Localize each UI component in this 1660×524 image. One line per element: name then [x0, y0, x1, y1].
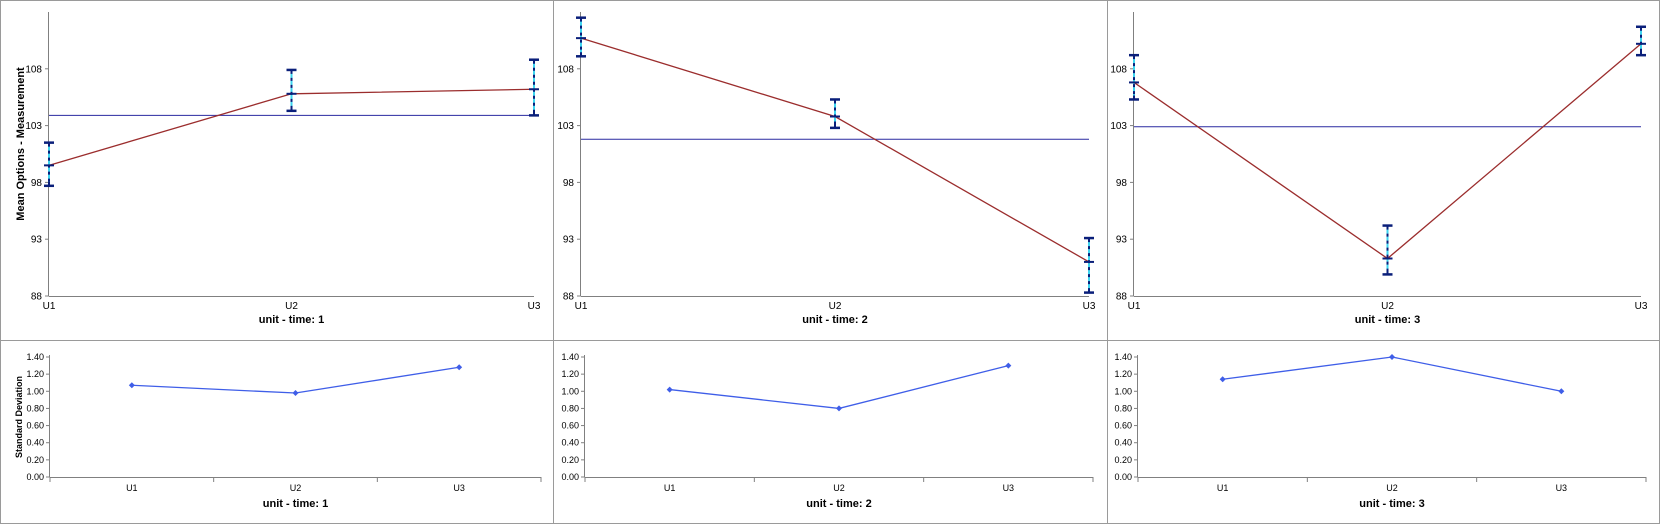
y-tick-label: 0.00 [26, 472, 44, 482]
x-tick-label: U2 [1386, 483, 1398, 493]
x-tick-label: U1 [126, 483, 138, 493]
y-tick-label: 98 [1116, 178, 1128, 189]
y-tick-label: 98 [563, 178, 575, 189]
x-axis-title: unit - time: 1 [259, 314, 324, 326]
y-tick-label: 103 [557, 121, 574, 132]
y-tick-label: 0.40 [561, 438, 579, 448]
stddev-point [292, 390, 299, 396]
x-axis-title: unit - time: 3 [1355, 314, 1420, 326]
y-tick-label: 103 [1110, 121, 1127, 132]
x-tick-label: U1 [1217, 483, 1229, 493]
y-tick-label: 0.40 [1114, 438, 1132, 448]
x-axis-title: unit - time: 1 [263, 498, 328, 510]
y-tick-label: 88 [31, 292, 43, 303]
y-tick-label: 1.40 [561, 352, 579, 362]
y-tick-label: 0.60 [26, 421, 44, 431]
y-axis-title: Standard Deviation [14, 376, 24, 458]
error-bar [1084, 236, 1094, 294]
y-tick-label: 1.20 [1114, 369, 1132, 379]
y-tick-label: 0.80 [561, 403, 579, 413]
error-bar [830, 98, 840, 130]
stddev-point [836, 405, 842, 412]
error-bar [576, 16, 586, 58]
mean-chart-3: 88 93 98 103 108 U1 U2 U3 unit - time: 3 [1110, 12, 1648, 326]
y-tick-label: 93 [31, 235, 43, 246]
stddev-line [131, 366, 460, 394]
stddev-point [456, 364, 463, 371]
y-tick-label: 88 [1116, 292, 1128, 303]
x-tick-label: U3 [1083, 301, 1096, 312]
stddev-point [1558, 388, 1565, 395]
y-tick-label: 0.20 [561, 455, 579, 465]
stddev-point [1389, 354, 1395, 360]
stddev-point [1005, 362, 1012, 369]
mean-chart-2: 88 93 98 103 108 U1 U2 U3 unit - time: 2 [557, 12, 1096, 326]
y-tick-label: 93 [563, 235, 575, 246]
x-tick-label: U3 [1635, 301, 1648, 312]
stddev-chart-1: 0.00 0.20 0.40 0.60 0.80 1.00 1.20 1.40 U1 U2 U3 un… [14, 352, 542, 510]
y-tick-label: 108 [25, 64, 42, 75]
mean-line [580, 37, 1090, 263]
stddev-point [1219, 376, 1226, 383]
stddev-line [669, 364, 1009, 410]
y-tick-label: 1.40 [1114, 352, 1132, 362]
y-tick-label: 98 [31, 178, 43, 189]
x-tick-label: U2 [833, 483, 845, 493]
y-tick-label: 0.20 [1114, 455, 1132, 465]
stddev-line [1222, 356, 1562, 392]
x-tick-label: U3 [528, 301, 541, 312]
error-bar [1129, 53, 1139, 101]
y-axis-title: Mean Options - Measurement [15, 67, 27, 221]
x-tick-label: U2 [290, 483, 302, 493]
error-bar [1636, 25, 1646, 57]
y-tick-label: 0.80 [26, 403, 44, 413]
stddev-point [128, 382, 135, 389]
stddev-chart-2: 0.00 0.20 0.40 0.60 0.80 1.00 1.20 1.40 U1 U2 U3 un… [561, 352, 1094, 510]
x-axis-title: unit - time: 2 [806, 498, 871, 510]
y-tick-label: 0.60 [561, 421, 579, 431]
y-tick-label: 1.00 [1114, 386, 1132, 396]
y-tick-label: 1.40 [26, 352, 44, 362]
y-tick-label: 0.60 [1114, 421, 1132, 431]
y-tick-label: 0.80 [1114, 403, 1132, 413]
y-tick-label: 108 [1110, 64, 1127, 75]
y-tick-label: 108 [557, 64, 574, 75]
y-tick-label: 93 [1116, 235, 1128, 246]
x-axis-title: unit - time: 2 [802, 314, 867, 326]
y-tick-label: 1.00 [26, 386, 44, 396]
stddev-chart-3: 0.00 0.20 0.40 0.60 0.80 1.00 1.20 1.40 U1 U2 U3 un… [1114, 352, 1647, 510]
x-tick-label: U2 [285, 301, 298, 312]
error-bar [286, 68, 297, 113]
x-tick-label: U3 [1003, 483, 1015, 493]
x-tick-label: U1 [664, 483, 676, 493]
y-tick-label: 103 [25, 121, 42, 132]
error-bar [1382, 224, 1393, 276]
x-tick-label: U3 [1556, 483, 1568, 493]
x-tick-label: U2 [1381, 301, 1394, 312]
stddev-point [666, 386, 673, 393]
mean-chart-1: 88 93 98 103 108 U1 U2 U3 unit - time: 1 Mean Opt… [15, 12, 541, 326]
x-axis-title: unit - time: 3 [1359, 498, 1424, 510]
y-tick-label: 1.20 [26, 369, 44, 379]
y-tick-label: 0.00 [1114, 472, 1132, 482]
x-tick-label: U1 [1128, 301, 1141, 312]
y-tick-label: 0.00 [561, 472, 579, 482]
x-tick-label: U2 [829, 301, 842, 312]
x-tick-label: U1 [575, 301, 588, 312]
y-tick-label: 1.20 [561, 369, 579, 379]
error-bar [44, 141, 54, 188]
y-tick-label: 0.20 [26, 455, 44, 465]
error-bar [529, 58, 539, 117]
y-tick-label: 1.00 [561, 386, 579, 396]
y-tick-label: 88 [563, 292, 575, 303]
y-tick-label: 0.40 [26, 438, 44, 448]
x-tick-label: U3 [453, 483, 465, 493]
x-tick-label: U1 [43, 301, 56, 312]
